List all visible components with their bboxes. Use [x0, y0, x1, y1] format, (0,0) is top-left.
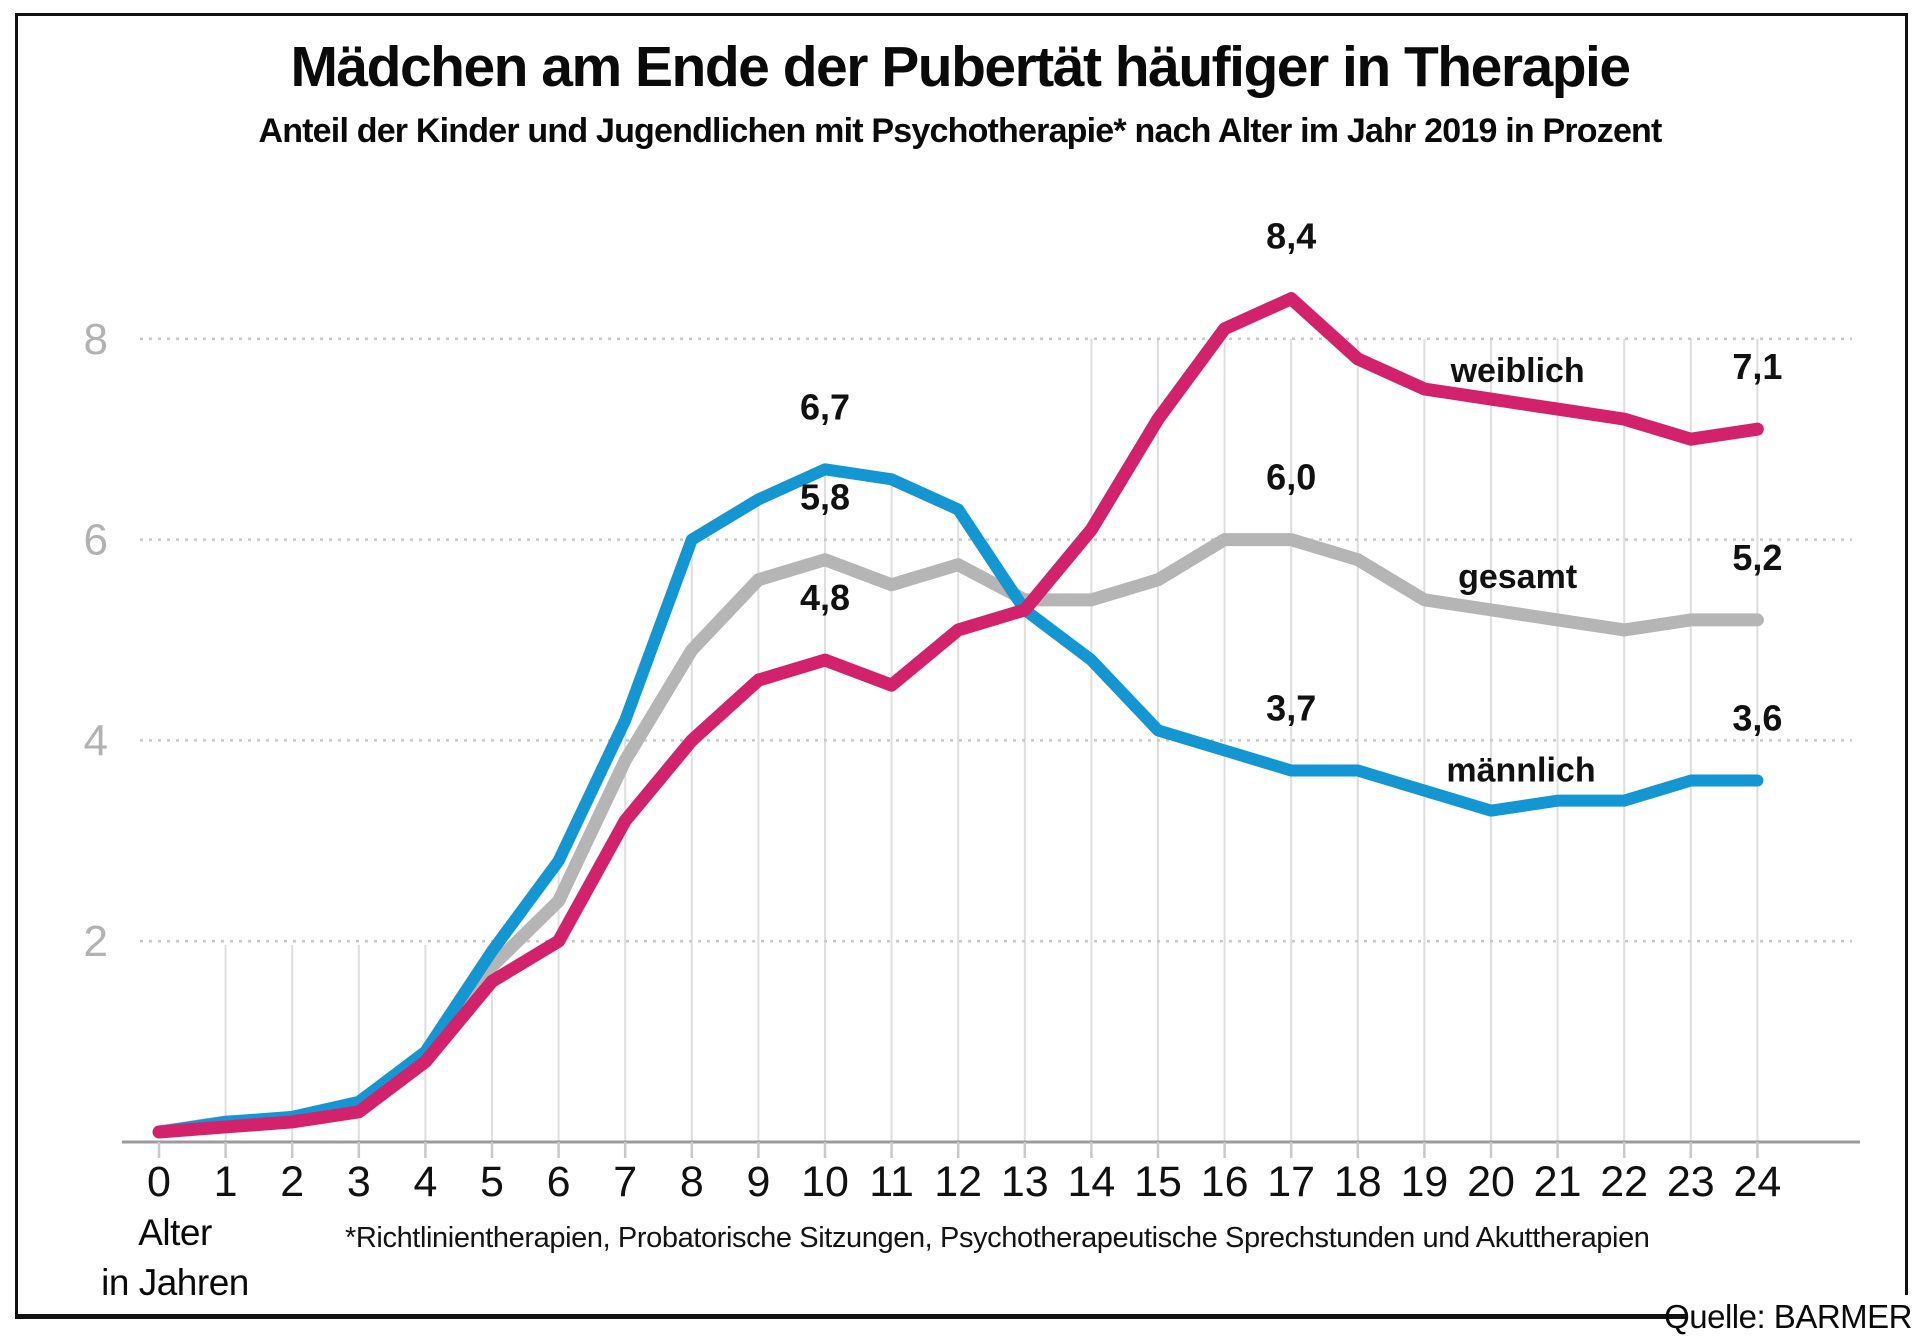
- data-point-label: 8,4: [1266, 216, 1316, 257]
- x-axis-tick-label: 13: [1001, 1158, 1049, 1206]
- x-axis-tick-label: 6: [547, 1158, 571, 1206]
- x-axis-tick-label: 14: [1067, 1158, 1115, 1206]
- x-axis-tick-label: 23: [1667, 1158, 1715, 1206]
- page-title: Mädchen am Ende der Pubertät häufiger in…: [290, 35, 1631, 99]
- frame-left-border: [15, 13, 18, 1318]
- frame-right-border: [1905, 13, 1908, 1295]
- x-axis-title-line1: Alter: [138, 1212, 212, 1253]
- x-axis-tick-label: 5: [480, 1158, 504, 1206]
- data-point-label: 4,8: [800, 577, 850, 618]
- x-axis-tick-label: 9: [746, 1158, 770, 1206]
- x-axis-title-line2: in Jahren: [101, 1262, 249, 1303]
- series-line-weiblich: [152, 292, 1764, 1139]
- x-axis-title: Alter in Jahren: [80, 1208, 270, 1308]
- x-axis-tick-label: 15: [1134, 1158, 1182, 1206]
- data-point-label: 6,0: [1266, 457, 1316, 498]
- x-axis-tick-label: 16: [1201, 1158, 1249, 1206]
- x-axis-tick-label: 7: [613, 1158, 637, 1206]
- y-axis-tick-label: 2: [84, 917, 108, 966]
- x-axis-tick-label: 1: [214, 1158, 238, 1206]
- x-axis-tick-label: 21: [1534, 1158, 1582, 1206]
- y-axis-tick-label: 6: [84, 516, 108, 565]
- x-axis-tick-label: 8: [680, 1158, 704, 1206]
- x-axis-tick-label: 24: [1733, 1158, 1781, 1206]
- x-axis-tick-label: 10: [801, 1158, 849, 1206]
- y-axis-tick-label: 4: [84, 716, 108, 765]
- data-point-label: 6,7: [800, 386, 850, 427]
- x-axis-tick-label: 0: [147, 1158, 171, 1206]
- source-credit: Quelle: BARMER: [1664, 1298, 1912, 1335]
- x-axis-tick-label: 12: [934, 1158, 982, 1206]
- x-axis-tick-label: 3: [347, 1158, 371, 1206]
- x-axis-tick-label: 4: [413, 1158, 437, 1206]
- series-label-weiblich: weiblich: [1450, 352, 1585, 390]
- data-point-label: 5,2: [1732, 537, 1782, 578]
- data-point-label: 3,7: [1266, 688, 1316, 729]
- x-axis-tick-label: 2: [280, 1158, 304, 1206]
- x-axis-tick-label: 22: [1600, 1158, 1648, 1206]
- x-axis-tick-label: 18: [1334, 1158, 1382, 1206]
- frame-top-border: [15, 13, 1908, 16]
- x-axis-tick-label: 11: [869, 1158, 914, 1206]
- series-label-gesamt: gesamt: [1458, 558, 1577, 596]
- y-axis-tick-label: 8: [84, 315, 108, 364]
- data-point-label: 7,1: [1732, 346, 1782, 387]
- series-label-maennlich: männlich: [1446, 752, 1595, 790]
- x-axis-tick-label: 20: [1467, 1158, 1515, 1206]
- frame-bottom-border: [15, 1314, 1687, 1319]
- page-subtitle: Anteil der Kinder und Jugendlichen mit P…: [258, 112, 1662, 150]
- footnote: *Richtlinientherapien, Probatorische Sit…: [345, 1222, 1650, 1254]
- data-point-label: 3,6: [1732, 698, 1782, 739]
- x-axis-tick-label: 19: [1400, 1158, 1448, 1206]
- data-point-label: 5,8: [800, 477, 850, 518]
- x-axis-tick-label: 17: [1267, 1158, 1315, 1206]
